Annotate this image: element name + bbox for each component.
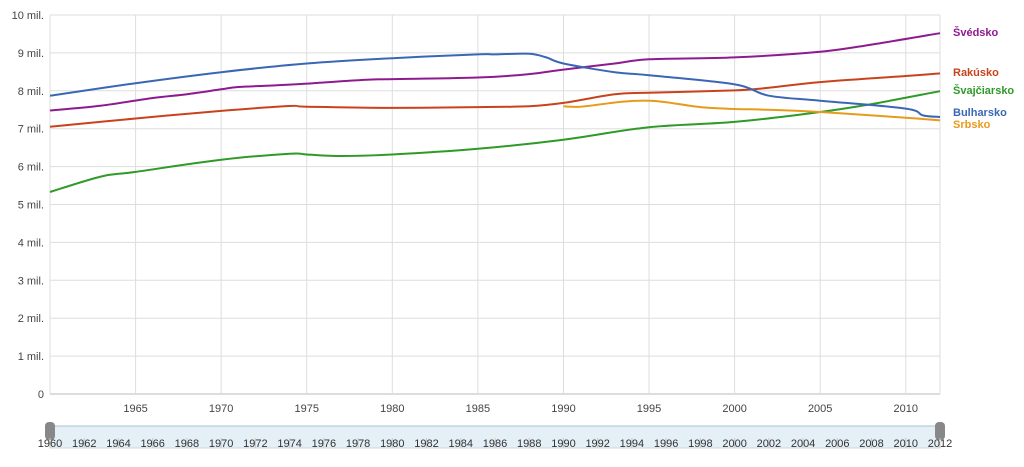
series-line-2 xyxy=(49,90,941,193)
y-tick-label: 10 mil. xyxy=(12,10,44,22)
navigator-left-handle[interactable] xyxy=(45,422,55,440)
navigator-label: 1986 xyxy=(483,438,507,450)
navigator-label: 2002 xyxy=(757,438,781,450)
series-lines xyxy=(49,32,941,193)
y-axis: 0 1 mil. 2 mil. 3 mil. 4 mil. 5 mil. 6 mil. 7 m… xyxy=(12,10,44,401)
series-label-3: Bulharsko xyxy=(953,107,1007,119)
x-tick-label: 1970 xyxy=(209,403,233,415)
navigator-label: 1982 xyxy=(414,438,438,450)
y-tick-label: 7 mil. xyxy=(18,124,44,136)
x-tick-label: 1975 xyxy=(294,403,318,415)
y-tick-label: 0 xyxy=(38,389,44,401)
navigator-label: 1974 xyxy=(277,438,301,450)
navigator-label: 1984 xyxy=(449,438,473,450)
navigator-label: 1972 xyxy=(243,438,267,450)
navigator-label: 2004 xyxy=(791,438,815,450)
navigator-label: 1980 xyxy=(380,438,404,450)
x-tick-label: 1990 xyxy=(551,403,575,415)
navigator-label: 1966 xyxy=(140,438,164,450)
series-line-0 xyxy=(49,32,941,112)
series-line-4 xyxy=(563,99,941,122)
x-axis: 1965 1970 1975 1980 1985 1990 1995 2000 2005 2010 xyxy=(123,403,918,415)
x-tick-label: 1985 xyxy=(466,403,490,415)
x-tick-label: 2000 xyxy=(722,403,746,415)
navigator-label: 2012 xyxy=(928,438,952,450)
navigator-label: 2010 xyxy=(894,438,918,450)
y-tick-label: 3 mil. xyxy=(18,275,44,287)
navigator-label: 1978 xyxy=(346,438,370,450)
y-tick-label: 1 mil. xyxy=(18,351,44,363)
y-tick-label: 8 mil. xyxy=(18,86,44,98)
y-tick-label: 2 mil. xyxy=(18,313,44,325)
navigator-label: 1994 xyxy=(620,438,644,450)
series-label-1: Rakúsko xyxy=(953,67,999,79)
x-tick-label: 2010 xyxy=(894,403,918,415)
y-tick-label: 4 mil. xyxy=(18,237,44,249)
series-label-0: Švédsko xyxy=(953,26,999,39)
navigator-label: 1970 xyxy=(209,438,233,450)
x-tick-label: 1995 xyxy=(637,403,661,415)
series-line-3 xyxy=(49,52,941,118)
navigator-label: 1988 xyxy=(517,438,541,450)
y-tick-label: 6 mil. xyxy=(18,162,44,174)
navigator-label: 1996 xyxy=(654,438,678,450)
navigator-right-handle[interactable] xyxy=(935,422,945,440)
navigator-label: 1992 xyxy=(585,438,609,450)
navigator-label: 1960 xyxy=(38,438,62,450)
series-line-1 xyxy=(49,72,941,128)
navigator-label: 1968 xyxy=(175,438,199,450)
grid xyxy=(49,14,941,395)
series-label-4: Srbsko xyxy=(953,119,991,131)
x-tick-label: 1980 xyxy=(380,403,404,415)
navigator-label: 2000 xyxy=(722,438,746,450)
series-label-2: Švajčiarsko xyxy=(953,84,1014,97)
y-tick-label: 9 mil. xyxy=(18,48,44,60)
navigator-label: 1964 xyxy=(106,438,130,450)
navigator-label: 1976 xyxy=(312,438,336,450)
x-tick-label: 1965 xyxy=(123,403,147,415)
range-navigator[interactable]: 1960 1962 1964 1966 1968 1970 1972 1974 1976 1978… xyxy=(38,422,952,450)
navigator-label: 1962 xyxy=(72,438,96,450)
y-tick-label: 5 mil. xyxy=(18,200,44,212)
navigator-label: 1998 xyxy=(688,438,712,450)
x-tick-label: 2005 xyxy=(808,403,832,415)
navigator-label: 1990 xyxy=(551,438,575,450)
navigator-label: 2008 xyxy=(859,438,883,450)
navigator-label: 2006 xyxy=(825,438,849,450)
